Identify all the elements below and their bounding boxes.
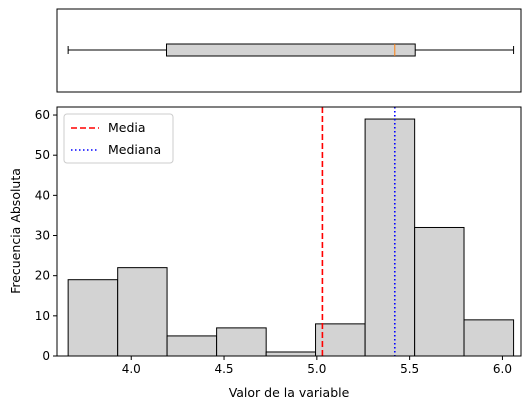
x-tick-label: 6.0 xyxy=(493,362,512,376)
histogram-bar xyxy=(117,267,168,357)
histogram-frame xyxy=(56,106,522,357)
boxplot-frame xyxy=(56,8,522,93)
histogram-bar xyxy=(463,319,515,357)
x-tick-label: 4.5 xyxy=(214,362,233,376)
legend-label-mediana: Mediana xyxy=(108,142,161,157)
legend: Media Mediana xyxy=(63,113,174,164)
y-tick-label: 60 xyxy=(35,108,50,122)
boxplot-panel xyxy=(56,8,522,93)
y-tick-label: 10 xyxy=(35,309,50,323)
y-tick-label: 20 xyxy=(35,269,50,283)
y-tick-label: 0 xyxy=(42,349,50,363)
y-tick-label: 50 xyxy=(35,148,50,162)
x-tick-label: 5.0 xyxy=(307,362,326,376)
histogram-bar xyxy=(265,351,317,357)
x-tick-label: 5.5 xyxy=(400,362,419,376)
histogram-bar xyxy=(216,327,267,357)
histogram-bar xyxy=(166,335,218,357)
y-tick-label: 30 xyxy=(35,229,50,243)
legend-label-media: Media xyxy=(108,120,146,135)
iqr-box xyxy=(166,43,416,57)
x-axis-label: Valor de la variable xyxy=(229,385,350,400)
x-tick-label: 4.0 xyxy=(122,362,141,376)
y-tick-label: 40 xyxy=(35,188,50,202)
histogram-bar xyxy=(67,279,119,357)
histogram-bar xyxy=(364,118,416,357)
histogram-panel: 4.0 4.5 5.0 5.5 6.0 0 10 20 30 40 50 60 Valor de l… xyxy=(8,106,522,400)
histogram-bar xyxy=(315,323,366,357)
histogram-bar xyxy=(414,226,465,357)
y-axis-label: Frecuencia Absoluta xyxy=(8,168,23,294)
